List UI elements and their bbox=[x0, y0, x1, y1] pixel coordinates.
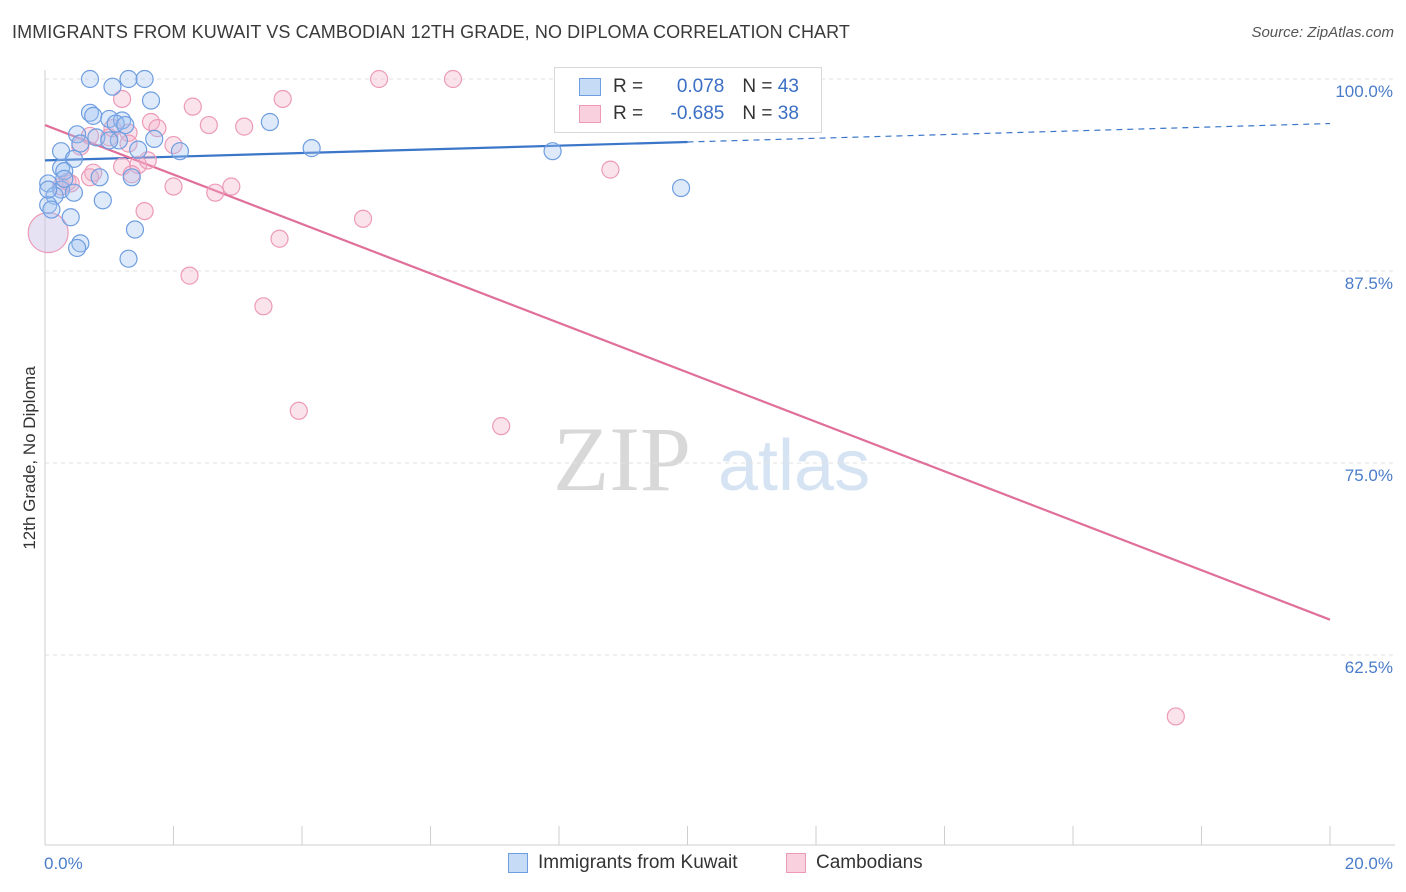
legend-row-kuwait: R = 0.078 N = 43 bbox=[579, 74, 799, 100]
legend-box: R = 0.078 N = 43 R = -0.685 N = 38 bbox=[554, 67, 822, 133]
legend-n-label: N = bbox=[742, 103, 778, 124]
point-kuwait bbox=[260, 112, 279, 132]
point-kuwait bbox=[109, 131, 128, 150]
point-cambodians bbox=[206, 183, 225, 202]
bottom-legend-label: Immigrants from Kuwait bbox=[538, 852, 738, 873]
point-kuwait bbox=[61, 208, 80, 227]
point-cambodians bbox=[222, 177, 241, 196]
point-kuwait bbox=[100, 131, 119, 150]
point-cambodians bbox=[353, 209, 373, 228]
legend-n-value: 43 bbox=[777, 76, 799, 97]
legend-n-value: 38 bbox=[777, 103, 799, 124]
bottom-legend-swatch-blue bbox=[508, 853, 528, 873]
point-cambodians bbox=[27, 212, 69, 254]
trend-line-cambodians bbox=[44, 124, 1331, 621]
data-points bbox=[27, 69, 1185, 726]
point-cambodians bbox=[492, 417, 511, 436]
trend-lines bbox=[44, 122, 1331, 621]
legend-swatch-blue bbox=[579, 78, 601, 96]
point-cambodians bbox=[180, 266, 199, 285]
point-cambodians bbox=[148, 119, 167, 138]
point-kuwait bbox=[90, 168, 109, 187]
point-kuwait bbox=[80, 103, 100, 122]
point-kuwait bbox=[119, 249, 138, 268]
point-cambodians bbox=[199, 115, 218, 135]
point-cambodians bbox=[164, 177, 183, 196]
point-cambodians bbox=[112, 89, 132, 109]
legend-swatch-pink bbox=[579, 105, 601, 123]
trend-line-kuwait bbox=[44, 140, 688, 162]
y-tick-label: 62.5% bbox=[1345, 658, 1393, 677]
legend-r-label: R = bbox=[613, 76, 649, 97]
point-kuwait bbox=[302, 139, 321, 158]
point-cambodians bbox=[1166, 707, 1185, 726]
point-cambodians bbox=[601, 160, 620, 179]
bottom-legend-label: Cambodians bbox=[816, 852, 923, 873]
point-kuwait bbox=[68, 238, 87, 258]
point-kuwait bbox=[42, 200, 61, 219]
y-tick-label: 100.0% bbox=[1335, 82, 1393, 101]
point-kuwait bbox=[116, 115, 135, 135]
point-cambodians bbox=[370, 69, 389, 89]
point-kuwait bbox=[80, 69, 100, 89]
grid-lines bbox=[45, 78, 1395, 656]
point-kuwait bbox=[145, 129, 164, 149]
point-kuwait bbox=[84, 106, 103, 125]
point-cambodians bbox=[289, 401, 308, 420]
point-kuwait bbox=[55, 162, 74, 181]
legend-r-value: -0.685 bbox=[670, 103, 725, 124]
legend-r-label: R = bbox=[613, 103, 649, 124]
point-cambodians bbox=[443, 69, 463, 89]
bottom-legend-cambodians: Cambodians bbox=[786, 852, 923, 874]
legend-n-label: N = bbox=[742, 76, 778, 97]
point-kuwait bbox=[51, 158, 71, 178]
legend-row-cambodians: R = -0.685 N = 38 bbox=[579, 101, 799, 127]
x-tick-label: 20.0% bbox=[1345, 854, 1393, 873]
point-cambodians bbox=[235, 117, 254, 136]
point-kuwait bbox=[170, 142, 190, 161]
point-kuwait bbox=[671, 178, 691, 198]
point-kuwait bbox=[125, 220, 145, 239]
y-tick-label: 87.5% bbox=[1345, 274, 1393, 293]
point-kuwait bbox=[64, 149, 84, 168]
watermark-atlas: atlas bbox=[718, 426, 870, 506]
y-axis-label: 12th Grade, No Diploma bbox=[20, 366, 39, 550]
point-kuwait bbox=[55, 169, 74, 188]
axes bbox=[44, 70, 1395, 846]
point-kuwait bbox=[141, 91, 161, 110]
y-tick-label: 75.0% bbox=[1345, 466, 1393, 485]
point-cambodians bbox=[254, 297, 273, 316]
bottom-legend-swatch-pink bbox=[786, 853, 806, 873]
point-kuwait bbox=[119, 69, 138, 89]
point-kuwait bbox=[64, 183, 84, 202]
point-kuwait bbox=[122, 168, 141, 187]
point-cambodians bbox=[80, 168, 100, 187]
x-tick-label: 0.0% bbox=[44, 854, 83, 873]
point-cambodians bbox=[183, 97, 202, 116]
point-kuwait bbox=[543, 142, 562, 161]
chart-title: IMMIGRANTS FROM KUWAIT VS CAMBODIAN 12TH… bbox=[12, 22, 851, 42]
bottom-legend-kuwait: Immigrants from Kuwait bbox=[508, 852, 738, 874]
point-cambodians bbox=[273, 89, 292, 109]
point-kuwait bbox=[39, 180, 58, 199]
point-kuwait bbox=[93, 191, 112, 210]
point-kuwait bbox=[71, 134, 90, 153]
point-kuwait bbox=[135, 69, 154, 89]
point-cambodians bbox=[270, 229, 289, 248]
source-label: Source: ZipAtlas.com bbox=[1251, 24, 1394, 41]
point-kuwait bbox=[103, 77, 122, 96]
axis-labels: 62.5% 75.0% 87.5% 100.0% 0.0% 20.0% 12th Grade… bbox=[20, 82, 1393, 873]
point-cambodians bbox=[135, 201, 154, 221]
watermark-zip: ZIP bbox=[553, 408, 691, 510]
trend-line-kuwait-extension bbox=[687, 122, 1331, 143]
point-kuwait bbox=[129, 140, 148, 159]
legend-r-value: 0.078 bbox=[676, 76, 725, 97]
